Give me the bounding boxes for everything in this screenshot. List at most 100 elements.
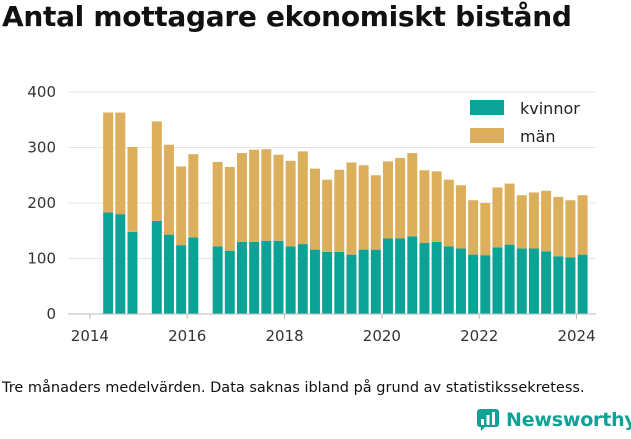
bar-man (224, 166, 235, 251)
bar-kvinnor (395, 238, 406, 314)
bar-man (382, 161, 393, 239)
x-tick-label: 2022 (460, 327, 498, 345)
bar-kvinnor (528, 248, 539, 314)
y-tick-label: 300 (27, 139, 56, 157)
y-tick-label: 400 (27, 83, 56, 101)
bar-kvinnor (334, 251, 345, 314)
bar-man (553, 196, 564, 257)
bar-man (103, 112, 114, 213)
bar-man (115, 112, 126, 215)
brand-name: Newsworthy (506, 409, 631, 431)
x-tick-label: 2016 (168, 327, 206, 345)
bar-kvinnor (553, 256, 564, 314)
bar-kvinnor (103, 212, 114, 314)
x-tick-label: 2014 (71, 327, 109, 345)
bar-kvinnor (249, 241, 260, 314)
bar-kvinnor (419, 242, 430, 314)
bar-man (309, 168, 320, 250)
bar-man (163, 144, 174, 235)
bar-man (468, 200, 479, 255)
bar-man (334, 169, 345, 252)
bar-man (541, 190, 552, 252)
bar-man (346, 162, 357, 255)
bar-kvinnor (188, 237, 199, 314)
bar-kvinnor (577, 254, 588, 314)
bar-kvinnor (407, 236, 418, 314)
bar-kvinnor (382, 238, 393, 314)
legend: kvinnor män (470, 99, 580, 146)
bar-man (419, 170, 430, 243)
legend-label-kvinnor: kvinnor (520, 99, 580, 118)
bar-kvinnor (468, 254, 479, 314)
bar-man (528, 192, 539, 249)
bar-kvinnor (565, 257, 576, 314)
bar-man (577, 195, 588, 255)
bar-man (249, 149, 260, 242)
y-axis-ticks: 0 100 200 300 400 (27, 83, 56, 323)
legend-swatch-man (470, 128, 504, 143)
bar-man (480, 203, 491, 256)
legend-swatch-kvinnor (470, 100, 504, 115)
y-tick-label: 200 (27, 194, 56, 212)
newsworthy-chart-icon (477, 409, 499, 431)
bar-kvinnor (127, 231, 138, 314)
bar-man (212, 161, 223, 247)
bar-man (236, 153, 247, 242)
x-tick-label: 2020 (363, 327, 401, 345)
bar-kvinnor (224, 250, 235, 314)
bar-man (127, 146, 138, 232)
bar-man (395, 158, 406, 239)
bar-man (431, 171, 442, 242)
bar-man (407, 153, 418, 237)
x-tick-label: 2018 (265, 327, 303, 345)
y-tick-label: 0 (46, 305, 56, 323)
bar-kvinnor (358, 249, 369, 314)
y-tick-label: 100 (27, 250, 56, 268)
bar-kvinnor (163, 234, 174, 314)
bar-man (358, 165, 369, 250)
bar-kvinnor (261, 240, 272, 314)
bar-kvinnor (492, 247, 503, 314)
bar-man (285, 160, 296, 247)
bar-kvinnor (504, 244, 515, 314)
footnote: Tre månaders medelvärden. Data saknas ib… (2, 380, 585, 396)
bar-kvinnor (455, 248, 466, 314)
legend-label-man: män (520, 127, 556, 146)
bar-man (297, 151, 308, 245)
bar-man (273, 154, 284, 241)
bar-kvinnor (297, 244, 308, 314)
bars (103, 112, 588, 314)
chart-title: Antal mottagare ekonomiskt bistånd (2, 0, 572, 33)
bar-kvinnor (443, 246, 454, 314)
bar-man (504, 183, 515, 245)
bar-man (492, 187, 503, 248)
bar-man (455, 185, 466, 249)
bar-man (322, 179, 333, 252)
bar-kvinnor (346, 254, 357, 314)
bar-kvinnor (212, 246, 223, 314)
bar-man (565, 200, 576, 258)
bar-man (261, 149, 272, 241)
brand-logo[interactable]: Newsworthy (476, 408, 631, 432)
bar-man (443, 179, 454, 247)
bar-kvinnor (151, 220, 162, 314)
bar-kvinnor (176, 245, 187, 314)
bar-kvinnor (309, 249, 320, 314)
bar-kvinnor (516, 248, 527, 314)
bar-kvinnor (236, 241, 247, 314)
bar-man (516, 195, 527, 249)
bar-kvinnor (273, 240, 284, 314)
bar-kvinnor (480, 255, 491, 314)
bar-man (188, 154, 199, 238)
bar-kvinnor (322, 251, 333, 314)
x-axis-ticks: 2014 2016 2018 2020 2022 2024 (71, 314, 596, 345)
bar-man (176, 166, 187, 246)
bar-kvinnor (541, 251, 552, 314)
bar-man (370, 175, 381, 250)
bar-man (151, 121, 162, 221)
bar-kvinnor (431, 241, 442, 314)
x-tick-label: 2024 (557, 327, 595, 345)
bar-kvinnor (370, 249, 381, 314)
bar-kvinnor (115, 214, 126, 314)
bar-chart: 0 100 200 300 400 2014 2016 2018 2020 2022 2024 k… (27, 83, 596, 345)
